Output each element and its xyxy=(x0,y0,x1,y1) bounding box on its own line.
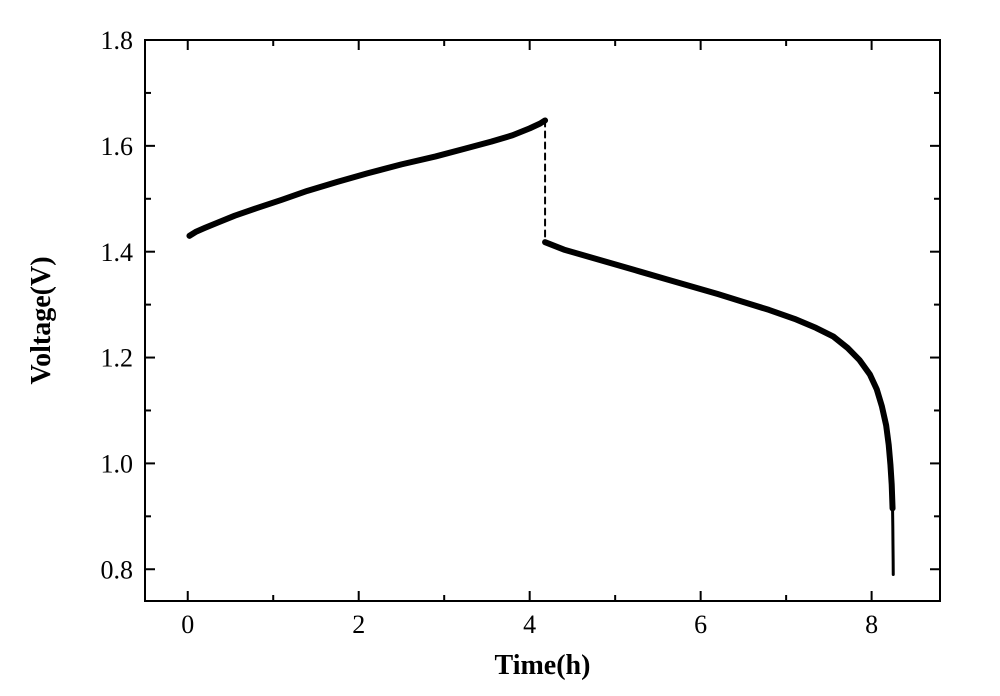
x-tick-label: 4 xyxy=(523,610,536,639)
x-tick-label: 2 xyxy=(352,610,365,639)
voltage-time-chart: 0 2 4 6 8 0.8 1.0 1.2 1.4 1.6 1.8 Time(h) Voltage(V) xyxy=(0,0,1000,696)
y-tick-label: 0.8 xyxy=(101,555,134,584)
y-axis-label: Voltage(V) xyxy=(26,256,57,384)
y-tick-label: 1.2 xyxy=(101,344,134,373)
trace-segment xyxy=(893,508,894,574)
y-tick-label: 1.0 xyxy=(101,449,134,478)
x-tick-label: 8 xyxy=(865,610,878,639)
chart-svg: 0 2 4 6 8 0.8 1.0 1.2 1.4 1.6 1.8 Time(h) Voltage(V) xyxy=(0,0,1000,696)
y-tick-label: 1.6 xyxy=(101,132,134,161)
y-tick-label: 1.8 xyxy=(101,26,134,55)
x-tick-label: 6 xyxy=(694,610,707,639)
x-axis-label: Time(h) xyxy=(495,650,591,681)
y-tick-label: 1.4 xyxy=(101,238,134,267)
x-tick-label: 0 xyxy=(181,610,194,639)
